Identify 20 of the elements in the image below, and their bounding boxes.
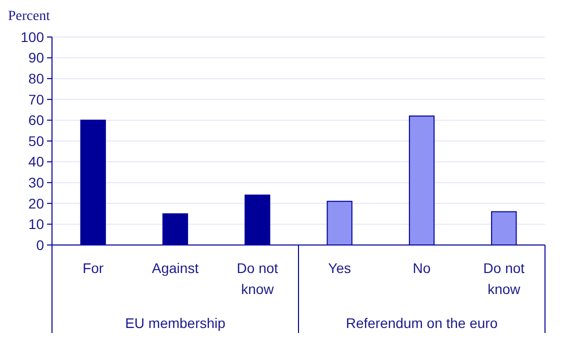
y-tick-label: 90 [28, 50, 44, 66]
y-tick-label: 30 [28, 174, 44, 190]
y-tick-label: 0 [36, 236, 44, 253]
y-axis-title: Percent [8, 9, 50, 24]
y-tick-label: 70 [28, 91, 44, 108]
y-tick-label: 60 [28, 112, 44, 128]
x-tick-label: Yes [328, 260, 352, 276]
x-tick-label: For [82, 260, 104, 276]
x-tick-label: Do not know [483, 260, 525, 297]
text: EU membership [125, 315, 226, 331]
y-tick-label: 10 [28, 216, 44, 232]
y-tick-label: 50 [28, 132, 44, 149]
y-tick-label: 100 [20, 28, 44, 45]
x-tick-label: Do not know [236, 260, 278, 297]
y-tick-label: 20 [28, 195, 44, 212]
y-tick-label: 80 [28, 70, 44, 86]
x-tick-label: Against [152, 260, 199, 276]
x-tick-label: No [412, 260, 431, 276]
text: Referendum on the euro [346, 315, 498, 331]
y-tick-label: 40 [28, 154, 44, 170]
